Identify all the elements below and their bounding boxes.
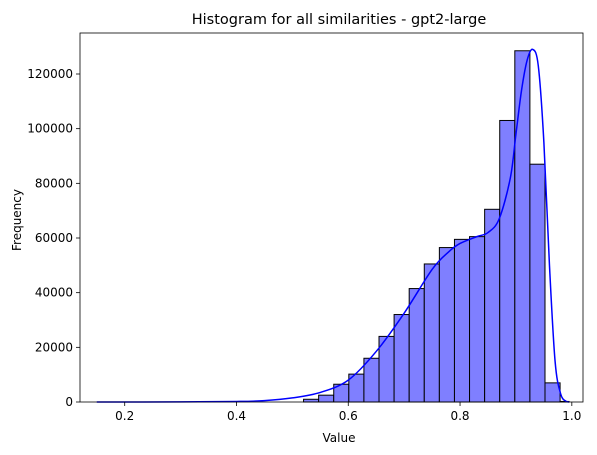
x-tick-label: 1.0 (562, 409, 581, 423)
x-tick-label: 0.6 (339, 409, 358, 423)
y-tick-label: 60000 (35, 231, 73, 245)
histogram-bar (424, 264, 439, 402)
histogram-bar (485, 209, 500, 402)
x-axis-label: Value (323, 431, 356, 445)
histogram-bar (439, 248, 454, 402)
y-tick-label: 120000 (27, 67, 73, 81)
x-tick-label: 0.2 (115, 409, 134, 423)
histogram-bar (409, 289, 424, 402)
histogram-bar (364, 358, 379, 402)
histogram-bar (515, 51, 530, 402)
y-tick-label: 100000 (27, 122, 73, 136)
y-tick-label: 20000 (35, 340, 73, 354)
chart-title: Histogram for all similarities - gpt2-la… (192, 12, 487, 28)
histogram-bar (530, 164, 545, 402)
histogram-bar (319, 395, 334, 402)
x-tick-label: 0.4 (227, 409, 246, 423)
histogram-bar (394, 315, 409, 402)
x-tick-label: 0.8 (450, 409, 469, 423)
y-tick-label: 40000 (35, 286, 73, 300)
y-axis-label: Frequency (10, 189, 24, 251)
histogram-bar (454, 239, 469, 402)
y-tick-label: 0 (65, 395, 73, 409)
y-tick-label: 80000 (35, 176, 73, 190)
histogram-bar (304, 399, 319, 402)
histogram-bar (470, 237, 485, 402)
